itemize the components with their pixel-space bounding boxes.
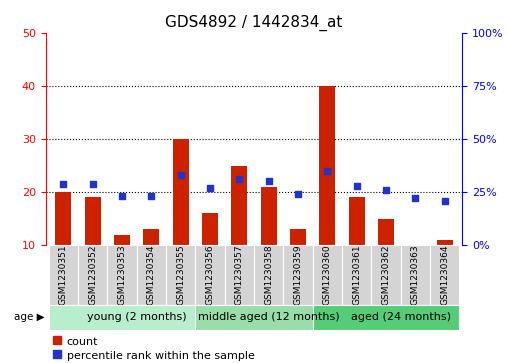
Bar	[231, 166, 247, 245]
Text: GSM1230360: GSM1230360	[323, 245, 332, 305]
Bar	[202, 213, 218, 245]
Text: age ▶: age ▶	[14, 313, 44, 322]
Point	[294, 191, 302, 197]
Text: aged (24 months): aged (24 months)	[351, 313, 451, 322]
Bar	[143, 229, 160, 245]
Bar	[348, 197, 365, 245]
Text: GSM1230364: GSM1230364	[440, 245, 449, 305]
Point	[265, 179, 273, 184]
FancyBboxPatch shape	[78, 245, 107, 305]
Text: GSM1230354: GSM1230354	[147, 245, 156, 305]
FancyBboxPatch shape	[283, 245, 312, 305]
Point	[206, 185, 214, 191]
Text: GSM1230361: GSM1230361	[352, 245, 361, 305]
Point	[147, 193, 155, 199]
Point	[353, 183, 361, 189]
Text: GSM1230355: GSM1230355	[176, 245, 185, 305]
Point	[59, 181, 68, 187]
Text: middle aged (12 months): middle aged (12 months)	[198, 313, 339, 322]
Point	[440, 198, 449, 204]
Bar	[436, 240, 453, 245]
Text: GSM1230357: GSM1230357	[235, 245, 244, 305]
FancyBboxPatch shape	[371, 245, 401, 305]
FancyBboxPatch shape	[166, 245, 196, 305]
Bar	[55, 192, 72, 245]
FancyBboxPatch shape	[430, 245, 459, 305]
Point	[88, 181, 97, 187]
FancyBboxPatch shape	[196, 305, 312, 330]
FancyBboxPatch shape	[107, 245, 137, 305]
FancyBboxPatch shape	[312, 245, 342, 305]
Point	[235, 176, 243, 182]
FancyBboxPatch shape	[312, 305, 459, 330]
FancyBboxPatch shape	[196, 245, 225, 305]
Text: GSM1230352: GSM1230352	[88, 245, 97, 305]
Bar	[85, 197, 101, 245]
Text: GSM1230353: GSM1230353	[117, 245, 126, 305]
Text: GSM1230363: GSM1230363	[411, 245, 420, 305]
Text: GSM1230362: GSM1230362	[382, 245, 391, 305]
FancyBboxPatch shape	[49, 245, 78, 305]
Point	[411, 196, 420, 201]
FancyBboxPatch shape	[49, 305, 196, 330]
Legend: count, percentile rank within the sample: count, percentile rank within the sample	[51, 336, 255, 361]
Text: GSM1230356: GSM1230356	[206, 245, 214, 305]
Bar	[261, 187, 277, 245]
Bar	[319, 86, 335, 245]
Text: GSM1230358: GSM1230358	[264, 245, 273, 305]
Text: GSM1230359: GSM1230359	[294, 245, 302, 305]
Bar	[290, 229, 306, 245]
Bar	[378, 219, 394, 245]
FancyBboxPatch shape	[254, 245, 283, 305]
FancyBboxPatch shape	[225, 245, 254, 305]
Bar	[114, 234, 130, 245]
FancyBboxPatch shape	[401, 245, 430, 305]
Point	[323, 168, 331, 174]
Point	[382, 187, 390, 193]
FancyBboxPatch shape	[342, 245, 371, 305]
Bar	[173, 139, 189, 245]
Text: young (2 months): young (2 months)	[87, 313, 186, 322]
Text: GSM1230351: GSM1230351	[59, 245, 68, 305]
Title: GDS4892 / 1442834_at: GDS4892 / 1442834_at	[165, 15, 343, 31]
Point	[177, 172, 185, 178]
Point	[118, 193, 126, 199]
FancyBboxPatch shape	[137, 245, 166, 305]
